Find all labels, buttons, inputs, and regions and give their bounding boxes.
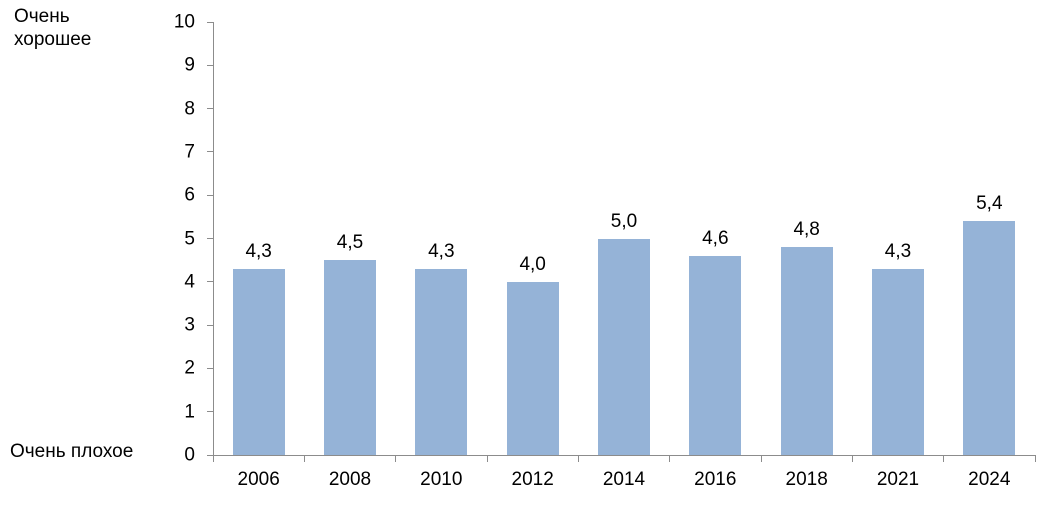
bar-value-label: 4,8 xyxy=(793,219,820,241)
y-tick-mark xyxy=(207,454,213,456)
bar-value-label: 4,0 xyxy=(519,253,546,275)
bar xyxy=(780,247,833,455)
x-tick-mark xyxy=(577,456,579,462)
bar xyxy=(415,268,468,455)
y-tick-label: 7 xyxy=(184,141,195,163)
bar xyxy=(963,221,1016,455)
x-tick-mark xyxy=(486,456,488,462)
x-tick-label: 2006 xyxy=(237,469,280,490)
bar xyxy=(598,238,650,455)
x-tick-mark xyxy=(395,456,397,462)
y-tick-mark xyxy=(207,367,213,369)
bar-value-label: 4,5 xyxy=(336,232,364,254)
bar-value-label: 5,0 xyxy=(610,210,638,232)
y-tick-label: 0 xyxy=(184,444,195,466)
bar xyxy=(506,281,559,455)
bar-value-label: 5,4 xyxy=(976,193,1003,215)
y-tick-mark xyxy=(207,108,213,110)
y-tick-mark xyxy=(207,151,213,153)
bar-value-label: 4,3 xyxy=(245,240,272,262)
y-axis: 0 1 2 3 4 5 6 7 8 9 10 xyxy=(0,13,213,465)
y-tick-mark xyxy=(207,324,213,326)
x-tick-label: 2016 xyxy=(694,469,737,490)
x-tick-mark xyxy=(303,456,305,462)
bar-value-label: 4,6 xyxy=(702,227,729,249)
x-tick-mark xyxy=(669,456,671,462)
bar xyxy=(232,268,285,455)
plot-area: 4,3 4,5 4,3 4,0 5,0 4,6 4,8 4,3 5,4 xyxy=(212,22,1036,462)
y-tick-mark xyxy=(207,281,213,283)
y-tick-mark xyxy=(207,21,213,23)
x-tick-mark xyxy=(1034,456,1036,462)
x-tick-label: 2012 xyxy=(511,469,554,490)
x-tick-label: 2021 xyxy=(876,469,920,490)
bar xyxy=(324,260,376,455)
x-axis-line xyxy=(213,455,1036,456)
x-tick-mark xyxy=(943,456,945,462)
y-tick-mark xyxy=(207,238,213,239)
y-tick-label: 2 xyxy=(184,357,195,379)
y-tick-label: 6 xyxy=(184,184,195,206)
y-axis-label-top: Очень хорошее xyxy=(14,6,92,50)
y-tick-mark xyxy=(207,411,213,413)
x-tick-label: 2018 xyxy=(785,469,828,490)
y-tick-label: 9 xyxy=(184,54,195,76)
y-tick-label: 3 xyxy=(184,314,195,336)
bar xyxy=(689,255,742,455)
y-tick-mark xyxy=(207,64,213,66)
y-tick-label: 4 xyxy=(184,271,195,293)
bar-value-label: 4,3 xyxy=(428,240,455,262)
x-tick-mark xyxy=(760,456,762,462)
bar xyxy=(872,268,924,455)
bar-value-label: 4,3 xyxy=(884,240,912,262)
x-tick-label: 2014 xyxy=(602,469,646,490)
y-tick-mark xyxy=(207,194,213,196)
y-tick-label: 5 xyxy=(184,228,195,249)
x-tick-label: 2008 xyxy=(328,469,372,490)
x-tick-label: 2024 xyxy=(968,469,1011,490)
x-tick-label: 2010 xyxy=(420,469,463,490)
x-tick-mark xyxy=(212,456,214,462)
x-axis-labels: 2006 2008 2010 2012 2014 2016 2018 2021 2024 xyxy=(213,469,1035,495)
y-tick-label: 8 xyxy=(184,98,195,120)
y-axis-label-bottom: Очень плохое xyxy=(10,441,134,462)
y-axis-line xyxy=(213,22,214,456)
x-tick-mark xyxy=(851,456,853,462)
y-tick-label: 10 xyxy=(173,11,195,33)
y-tick-label: 1 xyxy=(184,401,195,423)
